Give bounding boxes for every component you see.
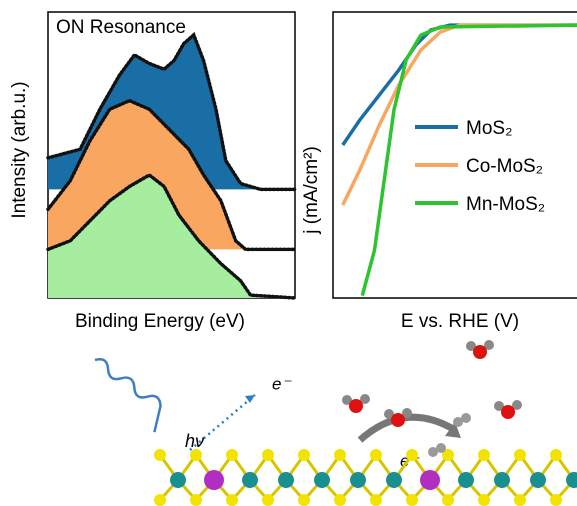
- sulfur-atom: [334, 449, 346, 461]
- sulfur-atom: [550, 449, 562, 461]
- sulfur-atom: [514, 494, 526, 506]
- sulfur-atom: [334, 494, 346, 506]
- legend-label: Co-MoS₂: [466, 156, 543, 177]
- y-axis-label: Intensity (arb.u.): [9, 81, 30, 218]
- molybdenum-atom: [458, 472, 474, 488]
- sulfur-atom: [262, 494, 274, 506]
- hydrogen-atom: [461, 413, 471, 423]
- sulfur-atom: [370, 494, 382, 506]
- hydrogen-atom: [436, 443, 446, 453]
- molybdenum-atom: [242, 472, 258, 488]
- sulfur-atom: [190, 494, 202, 506]
- manganese-atom: [420, 470, 440, 490]
- arrowhead: [245, 395, 255, 403]
- sulfur-atom: [406, 494, 418, 506]
- sulfur-atom: [226, 449, 238, 461]
- sulfur-atom: [298, 494, 310, 506]
- sulfur-atom: [514, 449, 526, 461]
- x-axis-label: E vs. RHE (V): [401, 311, 519, 332]
- schematic: hν e⁻ e⁻: [81, 340, 577, 506]
- sulfur-atom: [406, 449, 418, 461]
- electron-label: e⁻: [272, 374, 292, 393]
- molybdenum-atom: [530, 472, 546, 488]
- sulfur-atom: [550, 494, 562, 506]
- sulfur-atom: [442, 494, 454, 506]
- x-axis-label: Binding Energy (eV): [75, 311, 245, 332]
- sulfur-atom: [262, 449, 274, 461]
- oxygen-atom: [501, 405, 515, 419]
- sulfur-atom: [226, 494, 238, 506]
- photon-label: hν: [185, 431, 204, 451]
- figure: MoS₂ Co-MoS₂ Mn-MoS₂ ON Resonance Binding …: [0, 0, 577, 506]
- chart-title: ON Resonance: [56, 17, 186, 38]
- molybdenum-atom: [386, 472, 402, 488]
- sulfur-atom: [370, 449, 382, 461]
- oxygen-atom: [349, 399, 363, 413]
- molybdenum-atom: [350, 472, 366, 488]
- molybdenum-atom: [278, 472, 294, 488]
- sulfur-atom: [298, 449, 310, 461]
- sulfur-atom: [190, 449, 202, 461]
- molybdenum-atom: [494, 472, 510, 488]
- reaction-arrow: [360, 417, 455, 440]
- molybdenum-atom: [314, 472, 330, 488]
- sulfur-atom: [478, 449, 490, 461]
- legend-label: Mn-MoS₂: [466, 194, 545, 215]
- sulfur-atom: [154, 494, 166, 506]
- sulfur-atom: [154, 449, 166, 461]
- sulfur-atom: [478, 494, 490, 506]
- oxygen-atom: [391, 413, 405, 427]
- manganese-atom: [204, 470, 224, 490]
- photon-wave: [81, 356, 172, 432]
- panel-frame: [333, 12, 577, 298]
- legend-label: MoS₂: [466, 118, 512, 139]
- oxygen-atom: [473, 345, 487, 359]
- y-axis-label: j (mA/cm²): [301, 146, 322, 235]
- molybdenum-atom: [170, 472, 186, 488]
